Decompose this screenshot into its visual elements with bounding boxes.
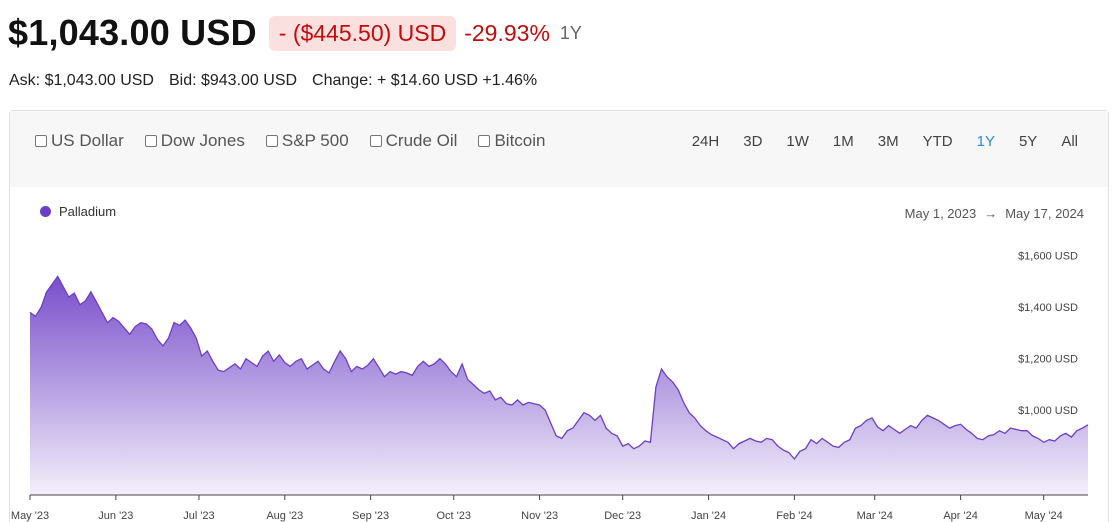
checkbox-icon[interactable] <box>478 135 491 147</box>
time-range-selector: 24H 3D 1W 1M 3M YTD 1Y 5Y All <box>680 133 1090 150</box>
ask-price: Ask: $1,043.00 USD <box>9 72 154 89</box>
legend-dot-icon <box>40 206 51 217</box>
current-price: $1,043.00 USD <box>8 12 257 53</box>
range-3d[interactable]: 3D <box>743 133 763 150</box>
x-tick-label: May '24 <box>1025 510 1063 522</box>
price-header: $1,043.00 USD - ($445.50) USD -29.93% 1Y <box>8 8 582 58</box>
date-range: May 1, 2023 → May 17, 2024 <box>905 206 1084 221</box>
x-tick-label: Jan '24 <box>691 510 726 522</box>
checkbox-icon[interactable] <box>144 135 157 147</box>
range-3m[interactable]: 3M <box>877 133 899 150</box>
arrow-right-icon: → <box>984 206 998 221</box>
date-range-start: May 1, 2023 <box>904 206 977 221</box>
daily-change: Change: + $14.60 USD +1.46% <box>312 72 538 89</box>
checkbox-icon[interactable] <box>265 135 278 147</box>
checkbox-icon[interactable] <box>35 135 47 147</box>
change-percent: -29.93% <box>464 19 550 46</box>
legend-label: Palladium <box>59 204 117 219</box>
x-tick-label: Jun '23 <box>98 510 133 522</box>
x-tick-label: Mar '24 <box>857 510 893 522</box>
range-1y[interactable]: 1Y <box>976 133 995 150</box>
range-all[interactable]: All <box>1061 133 1078 150</box>
compare-label: US Dollar <box>51 131 124 150</box>
date-range-end: May 17, 2024 <box>1005 206 1084 221</box>
x-tick-label: Jul '23 <box>183 510 214 522</box>
x-tick-label: May '23 <box>11 510 49 522</box>
period-label: 1Y <box>559 22 582 43</box>
x-tick-label: Nov '23 <box>521 510 558 522</box>
range-24h[interactable]: 24H <box>691 133 720 150</box>
change-amount-badge: - ($445.50) USD <box>268 15 457 51</box>
series-line <box>29 275 1089 461</box>
bid-price: Bid: $943.00 USD <box>168 72 298 89</box>
compare-list: US Dollar Dow Jones S&P 500 Crude Oil Bitcoi… <box>35 131 546 151</box>
range-ytd[interactable]: YTD <box>922 133 953 150</box>
y-tick-label: $1,000 USD <box>1018 405 1078 417</box>
range-1m[interactable]: 1M <box>832 133 854 150</box>
quote-details: Ask: $1,043.00 USD Bid: $943.00 USD Chan… <box>9 72 537 90</box>
x-tick-label: Oct '23 <box>436 510 471 522</box>
x-tick-label: Feb '24 <box>776 510 812 522</box>
x-tick-label: Sep '23 <box>352 510 389 522</box>
compare-item-crude-oil[interactable]: Crude Oil <box>369 131 458 151</box>
x-tick-label: Dec '23 <box>604 510 641 522</box>
compare-item-bitcoin[interactable]: Bitcoin <box>478 131 546 151</box>
range-5y[interactable]: 5Y <box>1018 133 1038 150</box>
range-1w[interactable]: 1W <box>786 133 809 150</box>
compare-item-us-dollar[interactable]: US Dollar <box>35 131 124 151</box>
price-chart[interactable]: May '23 Jun '23 Jul '23 Aug '23 Sep '23 Oct '… <box>10 111 1110 522</box>
compare-item-dow-jones[interactable]: Dow Jones <box>144 131 245 151</box>
checkbox-icon[interactable] <box>369 135 382 147</box>
chart-legend: Palladium <box>40 204 116 219</box>
chart-card: US Dollar Dow Jones S&P 500 Crude Oil Bitcoi… <box>9 110 1109 522</box>
y-tick-label: $1,200 USD <box>1018 353 1078 365</box>
chart-toolbar: US Dollar Dow Jones S&P 500 Crude Oil Bitcoi… <box>10 111 1108 187</box>
x-tick-label: Aug '23 <box>266 510 303 522</box>
compare-label: Dow Jones <box>160 131 245 150</box>
y-tick-label: $1,600 USD <box>1018 251 1078 263</box>
compare-label: Bitcoin <box>494 131 546 150</box>
compare-label: S&P 500 <box>281 131 349 150</box>
series-area <box>30 276 1088 495</box>
compare-label: Crude Oil <box>385 131 458 150</box>
x-tick-label: Apr '24 <box>943 510 978 522</box>
y-tick-label: $1,400 USD <box>1018 302 1078 314</box>
compare-item-s-p-500[interactable]: S&P 500 <box>265 131 349 151</box>
